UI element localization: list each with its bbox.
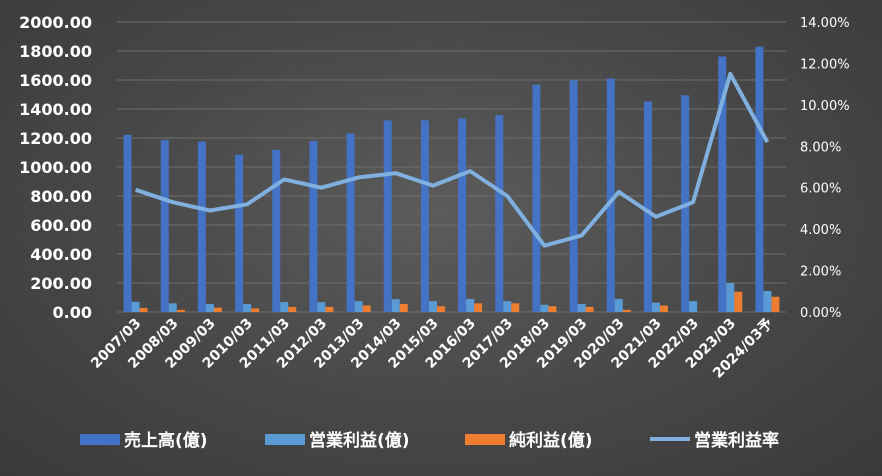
bar-net-profit: [213, 307, 222, 312]
bar-net-profit: [622, 309, 631, 312]
bar-operating-profit: [243, 304, 252, 312]
y2-tick-label: 8.00%: [800, 140, 841, 155]
y-tick-label: 1200.00: [19, 129, 92, 148]
bar-sales: [606, 78, 615, 312]
bar-operating-profit: [466, 298, 475, 312]
y-tick-label: 0.00: [53, 303, 92, 322]
bar-sales: [272, 149, 281, 312]
bar-net-profit: [362, 305, 371, 312]
bar-operating-profit: [168, 303, 177, 312]
bar-net-profit: [288, 306, 297, 312]
bar-net-profit: [325, 306, 334, 312]
bar-operating-profit: [391, 299, 400, 312]
y-tick-label: 600.00: [30, 216, 92, 235]
legend-label: 営業利益(億): [309, 430, 410, 451]
legend-label: 純利益(億): [509, 430, 593, 451]
bar-operating-profit: [577, 304, 586, 312]
bar-operating-profit: [317, 302, 326, 312]
bar-sales: [495, 115, 504, 312]
y-tick-label: 1400.00: [19, 100, 92, 119]
bar-operating-profit: [540, 304, 549, 312]
y2-tick-label: 14.00%: [800, 16, 850, 31]
bar-sales: [718, 56, 727, 313]
bar-sales: [458, 118, 467, 312]
y2-tick-label: 10.00%: [800, 99, 850, 114]
left-axis-ticks: 0.00 200.00 400.00 600.00 800.00 1000.00 1200.…: [19, 13, 92, 322]
y-tick-label: 800.00: [30, 187, 92, 206]
bar-operating-profit: [205, 304, 214, 312]
y-tick-label: 200.00: [30, 274, 92, 293]
bar-net-profit: [176, 309, 185, 312]
bar-operating-profit: [280, 302, 289, 312]
y-tick-label: 1000.00: [19, 158, 92, 177]
legend-swatch: [265, 434, 305, 445]
y2-tick-label: 6.00%: [800, 182, 841, 197]
y2-tick-label: 12.00%: [800, 57, 850, 72]
bar-operating-profit: [614, 298, 623, 312]
bar-operating-profit: [726, 283, 735, 312]
bar-net-profit: [585, 306, 594, 312]
legend-label: 営業利益率: [694, 430, 779, 451]
bar-operating-profit: [131, 301, 140, 312]
x-axis-ticks: 2007/032008/032009/032010/032011/032012/…: [88, 316, 776, 382]
bar-operating-profit: [689, 301, 698, 312]
bar-operating-profit: [503, 301, 512, 312]
bar-operating-profit: [763, 290, 772, 312]
bar-net-profit: [139, 307, 148, 312]
bar-net-profit: [399, 304, 408, 312]
bar-operating-profit: [651, 302, 660, 312]
bar-sales: [420, 120, 429, 312]
bar-net-profit: [548, 306, 557, 312]
bar-net-profit: [771, 296, 780, 312]
y-tick-label: 400.00: [30, 245, 92, 264]
bar-net-profit: [474, 303, 483, 312]
bar-sales: [309, 140, 318, 312]
y-tick-label: 2000.00: [19, 13, 92, 32]
y-tick-label: 1600.00: [19, 71, 92, 90]
gridlines: [117, 21, 786, 313]
line-operating-margin: [134, 71, 770, 248]
y2-tick-label: 2.00%: [800, 265, 841, 280]
y2-tick-label: 4.00%: [800, 223, 841, 238]
bar-net-profit: [511, 303, 520, 312]
bar-sales: [643, 101, 652, 313]
legend-label: 売上高(億): [124, 430, 208, 451]
right-axis-ticks: 0.00% 2.00% 4.00% 6.00% 8.00% 10.00% 12.00% 14.…: [800, 16, 850, 321]
y-tick-label: 1800.00: [19, 42, 92, 61]
bar-operating-profit: [354, 301, 363, 312]
bar-sales: [755, 46, 764, 313]
bar-sales: [569, 80, 578, 312]
legend-swatch: [465, 434, 505, 445]
legend-swatch: [80, 434, 120, 445]
bar-sales: [346, 133, 355, 312]
bar-net-profit: [734, 291, 743, 312]
bar-sales: [235, 154, 244, 312]
bar-sales: [197, 141, 206, 312]
bar-net-profit: [436, 306, 445, 312]
bar-net-profit: [251, 308, 260, 312]
bar-sales: [383, 120, 392, 312]
bar-sales: [160, 140, 169, 312]
y2-tick-label: 0.00%: [800, 306, 841, 321]
bars: [123, 46, 780, 313]
bar-net-profit: [659, 305, 668, 312]
ratio-line: [134, 71, 770, 248]
bar-operating-profit: [428, 301, 437, 312]
bar-sales: [123, 134, 132, 312]
bar-sales: [532, 84, 541, 312]
legend: 売上高(億) 営業利益(億) 純利益(億) 営業利益率: [80, 430, 779, 451]
